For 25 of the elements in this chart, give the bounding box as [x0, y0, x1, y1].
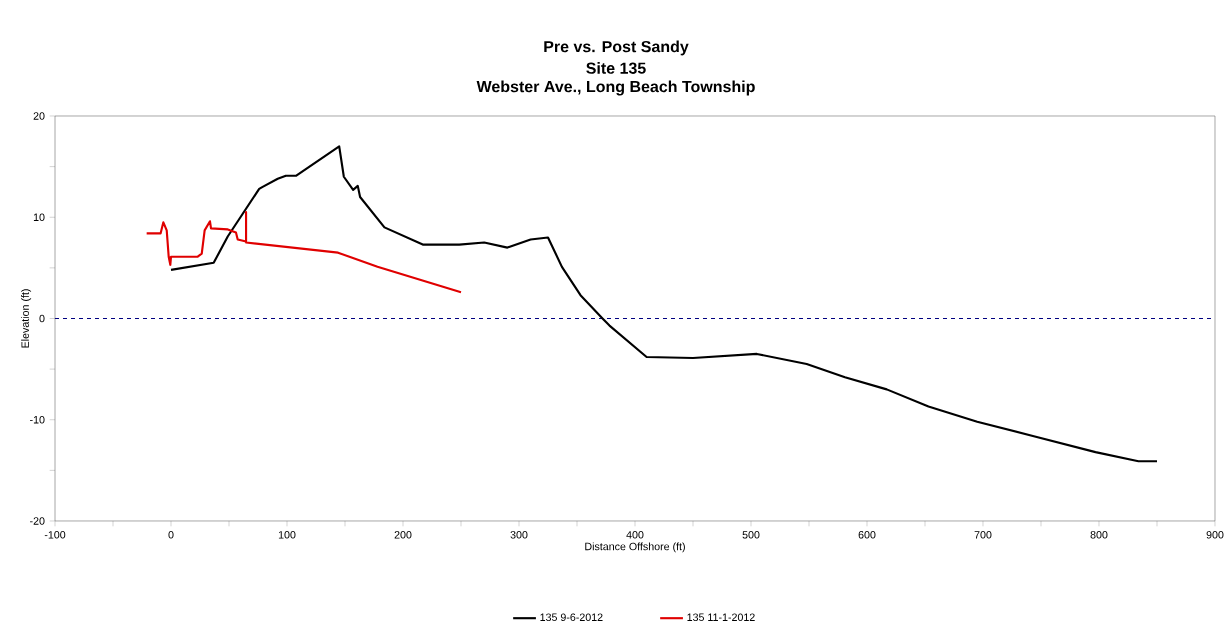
x-tick-label: -100: [44, 531, 66, 539]
line-series: [169, 145, 1159, 463]
y-axis-title: Elevation (ft): [21, 289, 32, 348]
legend-label: 135 9-6-2012: [540, 613, 603, 622]
y-tick-label: 20: [33, 112, 45, 120]
x-tick-label: 800: [1090, 531, 1108, 539]
x-axis-title: Distance Offshore (ft): [585, 542, 685, 553]
x-tick-label: 200: [394, 531, 412, 539]
x-tick-label: 500: [742, 531, 760, 539]
chart-subtitle: Site 135: [586, 62, 646, 74]
line-series: [145, 211, 463, 294]
y-tick-label: -20: [30, 517, 45, 525]
text: Webster Ave., Long Beach Township: [476, 80, 755, 96]
y-tick-label: 10: [33, 213, 45, 222]
y-tick-label: -10: [30, 415, 45, 424]
legend-label: 135 11-1-2012: [687, 613, 755, 622]
x-tick-label: 700: [974, 531, 992, 539]
x-tick-label: 0: [168, 531, 174, 539]
x-tick-label: 900: [1206, 531, 1224, 539]
x-tick-label: 100: [278, 531, 296, 539]
y-tick-label: 0: [39, 314, 45, 323]
chart-title: Pre vs. Post Sandy: [544, 40, 689, 56]
x-tick-label: 300: [510, 531, 528, 539]
x-tick-label: 400: [626, 531, 644, 539]
x-tick-label: 600: [858, 531, 876, 539]
